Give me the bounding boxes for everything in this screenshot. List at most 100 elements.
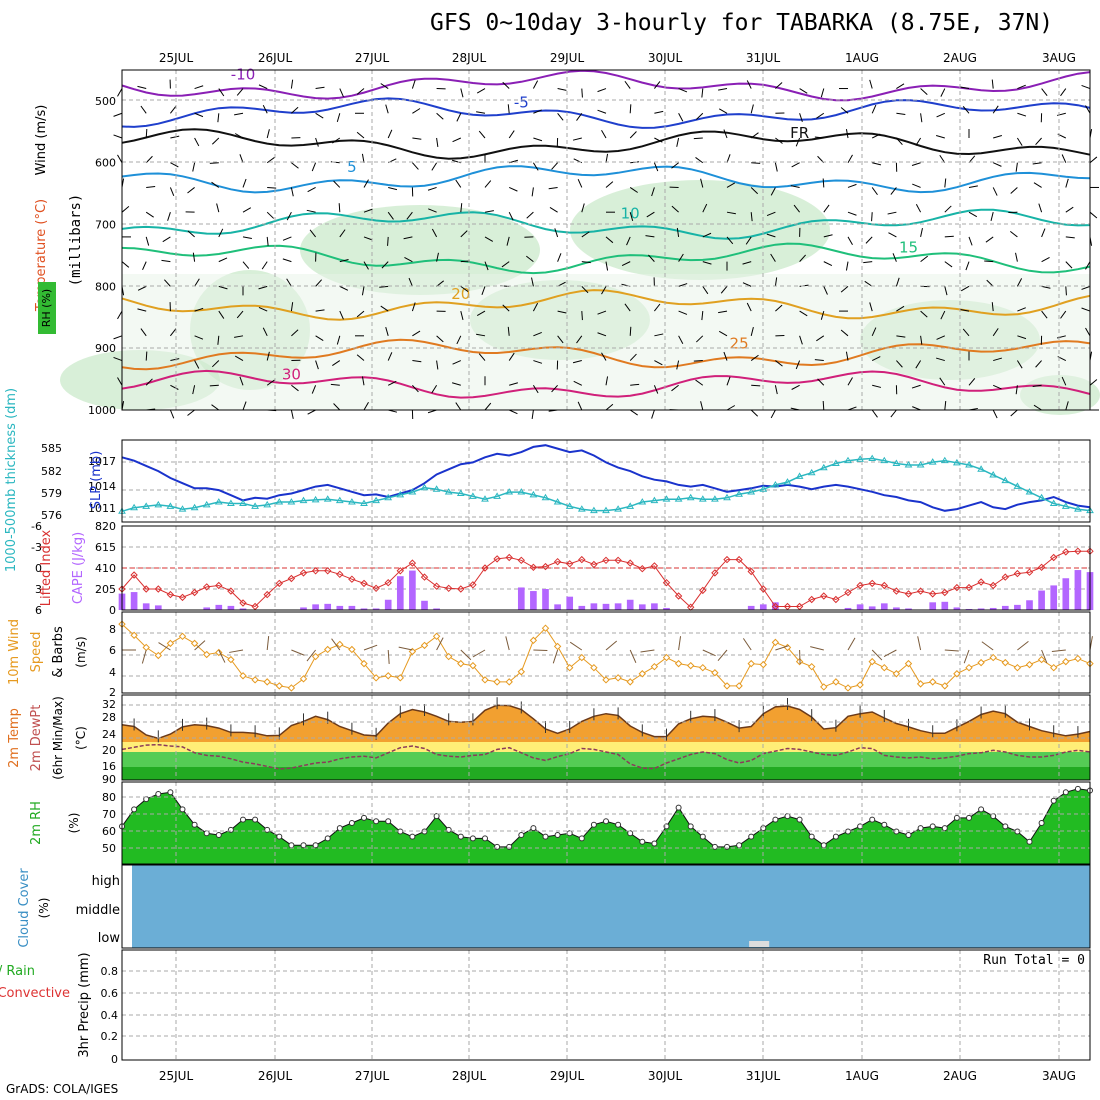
x-tick-label-top: 1AUG [845, 51, 879, 65]
wind-barb [339, 229, 346, 238]
thickness-point [251, 502, 259, 509]
precip-tick-label: 0.4 [101, 1009, 119, 1022]
wind-barb [217, 335, 220, 345]
wind-barb [1041, 256, 1050, 263]
li-point [190, 588, 199, 597]
surface-wind-barb [387, 649, 390, 665]
wind-barb [968, 236, 973, 246]
rh-point [869, 816, 876, 823]
wind-barb [799, 113, 803, 122]
wind-barb [455, 402, 462, 411]
wind-barb [847, 236, 853, 245]
thickness-point [650, 496, 659, 504]
wind-barb [339, 285, 349, 291]
wind-barb [478, 130, 486, 139]
wind-barb [234, 335, 244, 338]
wind-barb [678, 335, 684, 344]
wind-speed-point [711, 669, 719, 677]
rh-point [457, 833, 464, 840]
wind-barb [960, 86, 970, 90]
wind-barb [557, 310, 567, 314]
temp-band [122, 752, 1090, 767]
wind-barb [646, 211, 655, 218]
cape-frame [121, 525, 1091, 611]
thickness-point [916, 460, 925, 468]
li-point [372, 584, 380, 593]
wind-barb [840, 107, 849, 114]
wind-barb [890, 409, 897, 418]
wind-barb [920, 228, 923, 238]
thickness-point [529, 490, 538, 498]
wind-barb [1041, 310, 1048, 319]
wind-barb [1032, 384, 1042, 388]
wind-barb [892, 253, 897, 262]
wind-barb [242, 261, 250, 269]
pressure-tick-label: 900 [95, 342, 116, 355]
pressure-tick-label: 600 [95, 157, 116, 170]
wind-barb [290, 302, 294, 312]
li-point [299, 569, 308, 577]
li-point [674, 592, 683, 600]
cape-bar [1038, 590, 1045, 610]
wind-axis-label-4: (m/s) [74, 636, 88, 667]
wind-barb [476, 88, 486, 94]
wind-speed-point [1049, 663, 1058, 672]
wind-barb [944, 205, 952, 213]
wind-barb [992, 328, 999, 337]
rh-point [494, 843, 501, 850]
wind-speed-point [360, 659, 368, 668]
wind-barb [290, 79, 294, 89]
wind-barb [209, 384, 219, 387]
wind-speed-point [372, 674, 380, 682]
thickness-point [565, 502, 574, 509]
wind-barb [387, 380, 397, 386]
thickness-point [904, 460, 913, 468]
wind-barb [573, 380, 583, 386]
wind-barb [968, 211, 978, 218]
wind-barb [920, 88, 928, 95]
wind-barb [939, 154, 946, 164]
wind-barb [385, 104, 389, 114]
wind-speed-point [166, 639, 175, 648]
li-point [868, 579, 876, 588]
wind-speed-point [408, 647, 417, 656]
rh-point [772, 816, 779, 823]
wind-barb [436, 360, 439, 370]
wind-speed-point [444, 652, 453, 661]
wind-barb [533, 137, 543, 142]
wind-barb [678, 88, 688, 93]
wind-barb [939, 377, 946, 386]
pressure-tick-label: 700 [95, 219, 116, 232]
low-cloud-patch [749, 941, 770, 947]
chart-title: GFS 0~10day 3-hourly for TABARKA (8.75E,… [430, 10, 1054, 36]
wind-barb [695, 157, 704, 164]
thickness-point [384, 493, 393, 501]
li-point [941, 588, 949, 597]
wind-barb [871, 133, 881, 139]
li-point [916, 587, 925, 595]
isotherm-line [121, 165, 1091, 194]
wind-barb [700, 178, 704, 188]
wind-speed-point [202, 650, 211, 659]
surface-wind-barb [291, 649, 305, 656]
wind-speed-point [190, 639, 199, 648]
x-tick-label-top: 25JUL [159, 51, 194, 65]
rh-point [711, 843, 718, 850]
wind-barb [526, 255, 534, 263]
wind-barb [387, 211, 394, 220]
rh-point [893, 828, 900, 835]
wind-speed-point [493, 678, 501, 686]
rh-point [469, 835, 476, 842]
wind-barb [750, 354, 759, 361]
wind-barb [605, 181, 614, 188]
wind-barb [218, 285, 228, 290]
rh-point [699, 833, 706, 840]
rh-point [348, 820, 355, 826]
cape-bar [239, 608, 247, 610]
cape-bar [868, 606, 876, 610]
wind-barb [823, 286, 828, 295]
surface-wind-barb [363, 644, 378, 651]
x-tick-label-bottom: 2AUG [943, 1069, 977, 1083]
wind-barb [577, 401, 583, 411]
